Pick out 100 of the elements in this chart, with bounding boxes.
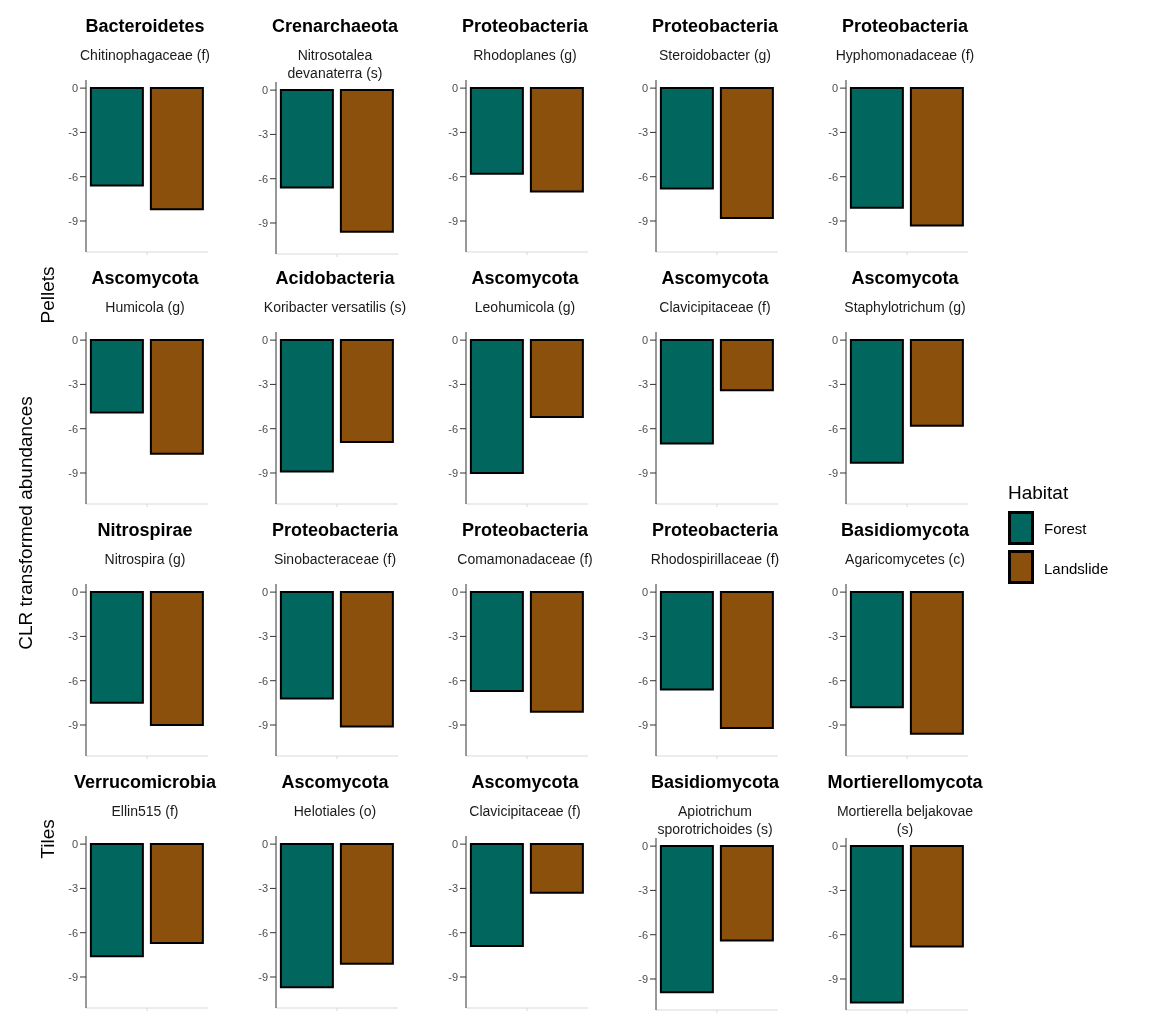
y-tick-label: -3 <box>68 378 78 391</box>
chart-subtitle: Ellin515 (f) <box>110 802 180 821</box>
y-tick-label: 0 <box>261 838 268 851</box>
y-tick-label: -6 <box>828 928 838 941</box>
y-tick-label: 0 <box>641 334 648 347</box>
y-tick-label: -9 <box>68 214 78 227</box>
chart-subtitle: Comamonadaceae (f) <box>456 550 594 569</box>
chart-title: Ascomycota <box>280 771 390 794</box>
y-tick-label: -3 <box>638 126 648 139</box>
y-tick-label: -6 <box>828 674 838 687</box>
y-tick-label: -6 <box>828 170 838 183</box>
y-tick-label: -3 <box>828 126 838 139</box>
y-tick-label: -9 <box>638 214 648 227</box>
chart-title: Mortierellomycota <box>826 771 984 794</box>
y-tick-label: -9 <box>448 214 458 227</box>
y-tick-label: -3 <box>258 882 268 895</box>
legend-title: Habitat <box>1008 482 1070 504</box>
chart-subtitle: Helotiales (o) <box>292 802 378 821</box>
y-tick-label: 0 <box>451 82 458 95</box>
y-tick-label: -6 <box>68 170 78 183</box>
y-tick-label: -9 <box>68 466 78 479</box>
y-tick-label: -3 <box>828 630 838 643</box>
y-tick-label: -6 <box>448 926 458 939</box>
chart-subtitle: Nitrospira (g) <box>103 550 187 569</box>
y-tick-label: -3 <box>828 884 838 897</box>
y-tick-label: 0 <box>451 334 458 347</box>
y-tick-label: 0 <box>641 82 648 95</box>
y-tick-label: 0 <box>261 84 268 97</box>
y-tick-label: -9 <box>828 718 838 731</box>
chart-title: Nitrospirae <box>96 519 194 542</box>
text: CLR transformed abundances <box>15 396 37 650</box>
y-tick-label: -6 <box>258 422 268 435</box>
chart-subtitle: Hyphomonadaceae (f) <box>834 46 976 65</box>
chart-title: Proteobacteria <box>650 15 779 38</box>
legend-label: Forest <box>1044 519 1087 537</box>
y-tick-label: -6 <box>258 926 268 939</box>
y-tick-label: -3 <box>68 882 78 895</box>
y-tick-label: -9 <box>638 718 648 731</box>
y-tick-label: -9 <box>828 972 838 985</box>
y-tick-label: 0 <box>831 82 838 95</box>
chart-title: Bacteroidetes <box>84 15 206 38</box>
chart-title: Verrucomicrobia <box>72 771 218 794</box>
y-tick-label: 0 <box>71 334 78 347</box>
y-tick-label: -3 <box>448 882 458 895</box>
y-tick-label: -6 <box>68 422 78 435</box>
chart-subtitle: Chitinophagaceae (f) <box>79 46 211 65</box>
y-tick-label: -9 <box>258 970 268 983</box>
y-tick-label: -9 <box>68 970 78 983</box>
y-tick-label: 0 <box>451 838 458 851</box>
chart-title: Ascomycota <box>470 771 580 794</box>
y-tick-label: -6 <box>448 170 458 183</box>
y-tick-label: -3 <box>638 884 648 897</box>
y-tick-label: 0 <box>71 82 78 95</box>
y-tick-label: -6 <box>638 928 648 941</box>
y-tick-label: -9 <box>638 972 648 985</box>
y-tick-label: -6 <box>448 674 458 687</box>
y-tick-label: -6 <box>638 170 648 183</box>
y-tick-label: -9 <box>258 216 268 229</box>
y-tick-label: -3 <box>638 378 648 391</box>
chart-title: Crenarchaeota <box>270 15 400 38</box>
y-tick-label: -9 <box>448 970 458 983</box>
y-tick-label: -3 <box>448 378 458 391</box>
y-tick-label: -6 <box>638 422 648 435</box>
y-tick-label: -9 <box>638 466 648 479</box>
y-tick-label: 0 <box>451 586 458 599</box>
y-tick-label: -9 <box>828 214 838 227</box>
chart-subtitle: Steroidobacter (g) <box>657 46 773 65</box>
chart-subtitle: Rhodoplanes (g) <box>472 46 578 65</box>
y-tick-label: -6 <box>448 422 458 435</box>
y-tick-label: 0 <box>831 334 838 347</box>
legend-label: Landslide <box>1044 559 1109 577</box>
chart-title: Proteobacteria <box>460 15 589 38</box>
y-tick-label: -9 <box>448 718 458 731</box>
y-tick-label: 0 <box>641 586 648 599</box>
chart-subtitle: Koribacter versatilis (s) <box>262 298 408 317</box>
chart-title: Ascomycota <box>660 267 770 290</box>
chart-subtitle: Leohumicola (g) <box>473 298 577 317</box>
y-tick-label: -9 <box>68 718 78 731</box>
text: Tiles <box>37 819 59 859</box>
y-tick-label: -6 <box>258 172 268 185</box>
chart-title: Basidiomycota <box>649 771 780 794</box>
chart-subtitle: Clavicipitaceae (f) <box>658 298 772 317</box>
chart-subtitle: Mortierella beljakovae (s) <box>835 802 975 838</box>
chart-subtitle: Apiotrichum sporotrichoides (s) <box>656 802 774 838</box>
y-tick-label: -9 <box>258 718 268 731</box>
y-tick-label: 0 <box>641 840 648 853</box>
chart-subtitle: Sinobacteraceae (f) <box>272 550 398 569</box>
y-tick-label: 0 <box>831 840 838 853</box>
y-tick-label: -3 <box>68 630 78 643</box>
y-tick-label: 0 <box>261 586 268 599</box>
text: Pellets <box>37 266 59 324</box>
chart-title: Ascomycota <box>470 267 580 290</box>
chart-title: Proteobacteria <box>840 15 969 38</box>
y-tick-label: -3 <box>448 126 458 139</box>
chart-subtitle: Clavicipitaceae (f) <box>468 802 582 821</box>
y-tick-label: -6 <box>68 674 78 687</box>
chart-subtitle: Staphylotrichum (g) <box>843 298 967 317</box>
chart-subtitle: Humicola (g) <box>104 298 186 317</box>
y-tick-label: -3 <box>638 630 648 643</box>
chart-title: Basidiomycota <box>839 519 970 542</box>
